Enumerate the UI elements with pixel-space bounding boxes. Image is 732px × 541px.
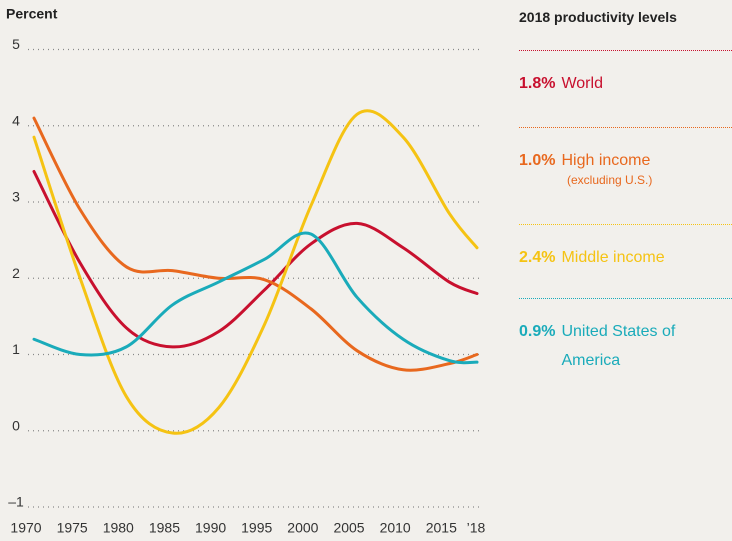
legend-value: 1.0% [519, 152, 556, 169]
series-line [32, 116, 479, 372]
legend-item: 0.9% United States of America [519, 298, 732, 375]
series-line [32, 109, 479, 435]
x-tick-label: 1990 [195, 520, 226, 536]
x-tick-label: 1980 [103, 520, 134, 536]
x-tick-label: 1995 [241, 520, 272, 536]
chart: Percent –1 0 1 2 3 4 5 1970 1975 1980 1985 1990 1995… [6, 6, 486, 536]
legend-rule [519, 298, 732, 299]
y-tick-label: 1 [12, 341, 20, 357]
series-line [32, 231, 479, 365]
legend-rule [519, 224, 732, 225]
legend-row: 1.0% High income [519, 146, 732, 175]
y-tick-label: 5 [12, 36, 20, 52]
legend-title: 2018 productivity levels [519, 9, 677, 25]
series-line [32, 170, 479, 349]
x-tick-label: 2000 [287, 520, 318, 536]
legend-item: 1.0% High income (excluding U.S.) [519, 127, 732, 187]
y-tick-label: 2 [12, 265, 20, 281]
y-tick-label: 3 [12, 189, 20, 205]
legend-value: 2.4% [519, 249, 556, 266]
x-tick-label: 2010 [380, 520, 411, 536]
legend-value: 1.8% [519, 75, 556, 92]
legend-rule [519, 50, 732, 51]
x-tick-label: 2015 [426, 520, 457, 536]
legend-note: (excluding U.S.) [567, 173, 653, 187]
legend-value: 0.9% [519, 323, 556, 340]
y-tick-label: 4 [12, 112, 20, 128]
legend-row: 2.4% Middle income [519, 243, 732, 272]
legend-item: 1.8% World [519, 50, 732, 98]
legend-name: World [561, 75, 603, 92]
x-tick-label: 1975 [57, 520, 88, 536]
y-axis-label: Percent [6, 6, 58, 22]
x-tick-label: ’18 [467, 520, 486, 536]
legend-row: 0.9% United States of America [519, 317, 732, 375]
legend-row: 1.8% World [519, 69, 732, 98]
y-tick-label: –1 [8, 494, 24, 510]
legend-name: Middle income [561, 249, 665, 266]
legend-rule [519, 127, 732, 128]
legend-name: High income [561, 152, 651, 169]
y-tick-label: 0 [12, 417, 20, 433]
legend-name: United States of America [561, 323, 676, 369]
x-tick-label: 2005 [333, 520, 364, 536]
x-tick-label: 1970 [10, 520, 41, 536]
legend-item: 2.4% Middle income [519, 224, 732, 272]
x-tick-label: 1985 [149, 520, 180, 536]
